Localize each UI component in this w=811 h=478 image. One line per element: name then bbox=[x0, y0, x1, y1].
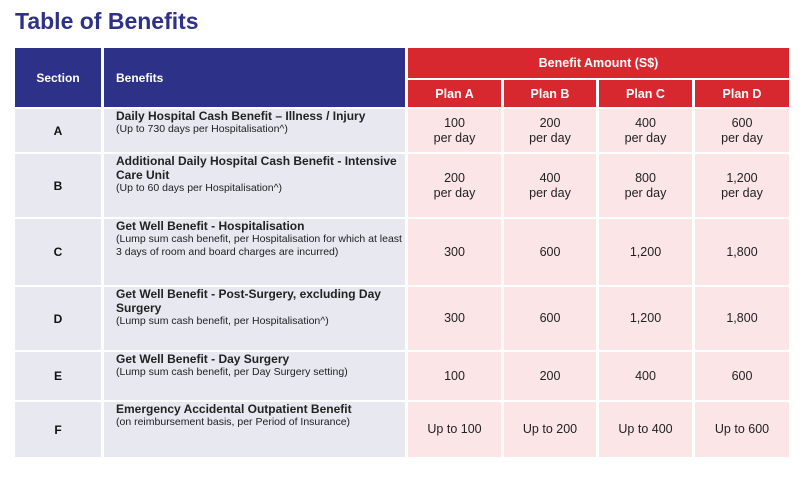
plan-value: 400 per day bbox=[599, 109, 692, 152]
row-section: A bbox=[15, 109, 101, 152]
row-section: D bbox=[15, 287, 101, 350]
header-benefit-amount: Benefit Amount (S$) bbox=[408, 48, 789, 78]
benefit-sub: (on reimbursement basis, per Period of I… bbox=[116, 416, 351, 428]
benefit-title: Get Well Benefit - Post-Surgery, excludi… bbox=[116, 287, 381, 315]
benefit-sub: (Lump sum cash benefit, per Hospitalisat… bbox=[116, 315, 329, 327]
row-benefit: Additional Daily Hospital Cash Benefit -… bbox=[104, 154, 405, 217]
header-plan-d: Plan D bbox=[695, 80, 789, 107]
benefit-title: Get Well Benefit - Day Surgery bbox=[116, 352, 290, 366]
plan-value: 400 per day bbox=[504, 154, 596, 217]
benefits-table: Section Benefits Benefit Amount (S$) Pla… bbox=[15, 48, 789, 457]
plan-value: 1,200 bbox=[599, 287, 692, 350]
plan-value: 1,200 per day bbox=[695, 154, 789, 217]
row-section: F bbox=[15, 402, 101, 457]
plan-value: 200 per day bbox=[504, 109, 596, 152]
plan-value: 100 per day bbox=[408, 109, 501, 152]
plan-value: Up to 200 bbox=[504, 402, 596, 457]
benefit-title: Get Well Benefit - Hospitalisation bbox=[116, 219, 305, 233]
plan-value: Up to 400 bbox=[599, 402, 692, 457]
plan-value: 1,200 bbox=[599, 219, 692, 285]
row-benefit: Get Well Benefit - Day Surgery (Lump sum … bbox=[104, 352, 405, 400]
page-title: Table of Benefits bbox=[15, 8, 199, 34]
plan-value: 100 bbox=[408, 352, 501, 400]
plan-value: 200 per day bbox=[408, 154, 501, 217]
header-plan-a: Plan A bbox=[408, 80, 501, 107]
plan-value: Up to 100 bbox=[408, 402, 501, 457]
header-benefits: Benefits bbox=[104, 48, 405, 107]
benefit-sub: (Lump sum cash benefit, per Hospitalisat… bbox=[116, 233, 402, 258]
plan-value: 300 bbox=[408, 287, 501, 350]
plan-value: 1,800 bbox=[695, 287, 789, 350]
row-benefit: Get Well Benefit - Hospitalisation (Lump … bbox=[104, 219, 405, 285]
plan-value: 800 per day bbox=[599, 154, 692, 217]
plan-value: 600 bbox=[504, 287, 596, 350]
plan-value: 300 bbox=[408, 219, 501, 285]
plan-value: Up to 600 bbox=[695, 402, 789, 457]
benefit-title: Daily Hospital Cash Benefit – Illness / … bbox=[116, 109, 366, 123]
header-section: Section bbox=[15, 48, 101, 107]
benefit-title: Emergency Accidental Outpatient Benefit bbox=[116, 402, 352, 416]
plan-value: 600 bbox=[504, 219, 596, 285]
benefit-sub: (Up to 730 days per Hospitalisation^) bbox=[116, 123, 288, 135]
row-benefit: Daily Hospital Cash Benefit – Illness / … bbox=[104, 109, 405, 152]
benefit-sub: (Up to 60 days per Hospitalisation^) bbox=[116, 182, 283, 194]
plan-value: 600 bbox=[695, 352, 789, 400]
header-plan-b: Plan B bbox=[504, 80, 596, 107]
plan-value: 200 bbox=[504, 352, 596, 400]
plan-value: 1,800 bbox=[695, 219, 789, 285]
row-benefit: Get Well Benefit - Post-Surgery, excludi… bbox=[104, 287, 405, 350]
plan-value: 600 per day bbox=[695, 109, 789, 152]
row-section: B bbox=[15, 154, 101, 217]
benefit-sub: (Lump sum cash benefit, per Day Surgery … bbox=[116, 366, 348, 378]
row-section: E bbox=[15, 352, 101, 400]
row-section: C bbox=[15, 219, 101, 285]
header-plan-c: Plan C bbox=[599, 80, 692, 107]
row-benefit: Emergency Accidental Outpatient Benefit(… bbox=[104, 402, 405, 457]
benefit-title: Additional Daily Hospital Cash Benefit -… bbox=[116, 154, 397, 182]
plan-value: 400 bbox=[599, 352, 692, 400]
